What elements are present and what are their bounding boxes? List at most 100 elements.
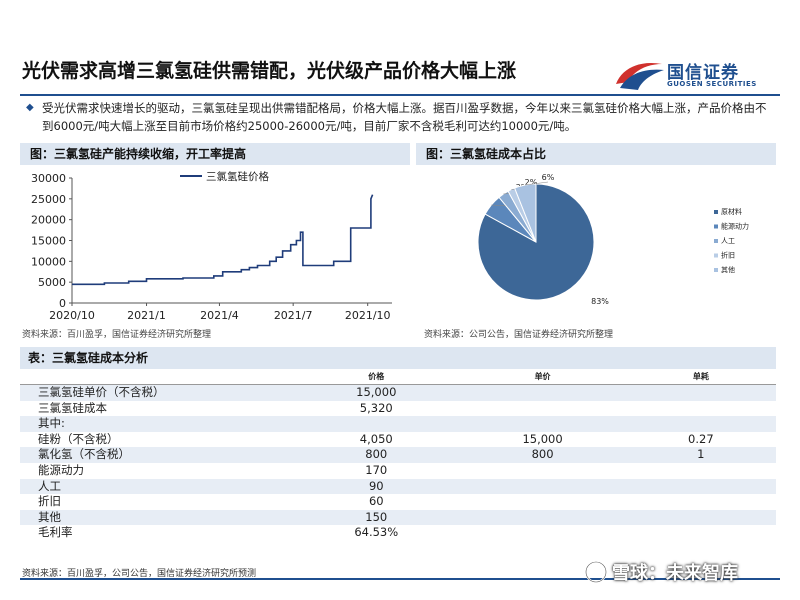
pie-data-label: 2%: [525, 178, 538, 187]
table-cell-item: 能源动力: [38, 462, 84, 477]
table-cell-unit-price: [459, 401, 625, 417]
table-row: 其他 150: [20, 509, 776, 526]
table-cell-consumption: 0.27: [688, 431, 714, 446]
guosen-logo-icon: [616, 62, 664, 90]
table-row: 折旧 60: [20, 494, 776, 510]
x-tick-label: 2021/10: [345, 309, 391, 322]
table-cell-consumption: [625, 416, 776, 432]
table-cell-item: 其他: [20, 509, 294, 526]
watermark-text: 雪球：未来智库: [612, 563, 738, 584]
table-cell-unit-price: [459, 463, 625, 479]
table-cell-price: 800: [293, 447, 460, 463]
table-cell-unit-price: [459, 509, 626, 526]
line-chart-source: 资料来源：百川盈孚，国信证券经济研究所整理: [22, 330, 212, 340]
y-tick-label: 30000: [31, 172, 66, 185]
table-cell-item: 折旧: [38, 494, 61, 509]
legend-label: 原材料: [721, 207, 742, 216]
table-cell-price: 150: [293, 509, 460, 526]
table-row: 三氯氢硅单价（不含税） 15,000: [20, 384, 776, 401]
table-cell-price: 15,000: [293, 384, 460, 401]
summary-text: 受光伏需求快速增长的驱动，三氯氢硅呈现出供需错配格局，价格大幅上涨。据百川盈孚数…: [42, 101, 767, 133]
table-cell-unit-price: [459, 384, 626, 401]
table-row: 硅粉（不含税） 4,050 15,000 0.27: [20, 432, 776, 448]
table-cell-item: 硅粉（不含税）: [38, 431, 119, 446]
table-cell-price: 4,050: [359, 431, 393, 446]
table-cell-consumption: [625, 509, 776, 526]
table-cell-item: 其中:: [20, 416, 294, 432]
table-cell-price: 5,320: [359, 400, 393, 415]
y-tick-label: 5000: [38, 276, 66, 289]
legend-swatch: [714, 268, 718, 272]
x-tick-label: 2020/10: [49, 309, 95, 322]
table-row: 能源动力 170: [20, 463, 776, 479]
line-chart-header: 图：三氯氢硅产能持续收缩，开工率提高: [20, 143, 410, 165]
table-row: 三氯氢硅成本 5,320: [20, 401, 776, 417]
legend-swatch: [714, 210, 718, 214]
table-cell-item: 人工: [20, 478, 294, 495]
table-cell-item: 毛利率: [38, 525, 73, 540]
table-row: 毛利率 64.53%: [20, 525, 776, 541]
header-divider: [20, 94, 780, 96]
cost-analysis-table: 价格 单价 单耗 三氯氢硅单价（不含税） 15,000 三氯氢硅成本 5,320 其中:…: [20, 370, 776, 541]
x-tick-label: 2021/1: [127, 309, 166, 322]
column-header-item: [20, 370, 294, 385]
table-cell-unit-price: [459, 494, 625, 510]
table-cell-unit-price: [459, 416, 626, 432]
table-cell-price: [293, 416, 460, 432]
legend-label: 人工: [721, 237, 735, 245]
diamond-bullet-icon: ◆: [26, 102, 34, 113]
logo-subtext: GUOSEN SECURITIES: [667, 80, 757, 88]
table-cell-price: 90: [293, 478, 460, 495]
table-cell-consumption: [626, 525, 776, 541]
legend-label: 能源动力: [721, 222, 749, 231]
table-cell-consumption: [625, 384, 776, 401]
table-cell-unit-price: 800: [459, 447, 626, 463]
x-tick-label: 2021/4: [200, 309, 239, 322]
legend-label: 其他: [721, 265, 735, 274]
legend-swatch: [714, 239, 718, 243]
page-title: 光伏需求高增三氯氢硅供需错配，光伏级产品价格大幅上涨: [22, 60, 517, 82]
bottom-source: 资料来源：百川盈孚，公司公告，国信证券经济研究所预测: [22, 569, 257, 579]
table-cell-consumption: [626, 494, 776, 510]
table-cell-unit-price: 15,000: [522, 431, 563, 446]
column-header-consumption: 单耗: [625, 370, 776, 385]
table-row: 人工 90: [20, 478, 776, 495]
logo-text: 国信证券: [667, 63, 739, 83]
pie-data-label: 83%: [591, 297, 609, 306]
table-cell-price: 64.53%: [354, 525, 399, 540]
table-cell-item: 三氯氢硅单价（不含税）: [20, 384, 294, 401]
y-tick-label: 25000: [31, 193, 66, 206]
x-tick-label: 2021/7: [274, 309, 313, 322]
table-row: 氯化氢（不含税） 800 800 1: [20, 447, 776, 463]
column-header-price: 价格: [293, 370, 460, 385]
xueqiu-watermark-icon: [585, 561, 607, 583]
pie-chart-source: 资料来源：公司公告，国信证券经济研究所整理: [424, 330, 614, 340]
legend-swatch: [714, 224, 718, 229]
y-tick-label: 0: [59, 297, 66, 310]
y-tick-label: 15000: [31, 235, 66, 248]
price-line-chart: 0 5000 10000 15000 20000 25000 30000 2020/10 202…: [31, 170, 392, 322]
legend-label: 折旧: [721, 251, 735, 260]
table-cell-unit-price: [459, 525, 625, 541]
table-cell-price: 60: [368, 494, 384, 509]
table-column-header-row: 价格 单价 单耗: [20, 370, 776, 385]
table-cell-item: 三氯氢硅成本: [38, 400, 107, 415]
table-cell-item: 氯化氢（不含税）: [20, 447, 294, 463]
y-tick-label: 10000: [31, 255, 66, 268]
table-cell-consumption: [625, 478, 776, 495]
y-tick-label: 20000: [31, 214, 66, 227]
summary-bullet: ◆ 受光伏需求快速增长的驱动，三氯氢硅呈现出供需错配格局，价格大幅上涨。据百川盈…: [26, 99, 773, 135]
legend-swatch: [714, 253, 718, 258]
footer-divider: [20, 578, 780, 580]
column-header-unit-price: 单价: [459, 370, 626, 385]
table-cell-unit-price: [459, 478, 626, 495]
table-cell-price: 170: [365, 462, 388, 477]
series-line: [72, 194, 374, 286]
legend-label: 三氯氢硅价格: [206, 170, 269, 183]
table-header: 表：三氯氢硅成本分析: [20, 347, 776, 369]
pie-chart-header: 图：三氯氢硅成本占比: [416, 143, 776, 165]
table-cell-consumption: [626, 401, 776, 417]
pie-data-label: 6%: [542, 173, 555, 182]
table-cell-consumption: [626, 463, 776, 479]
